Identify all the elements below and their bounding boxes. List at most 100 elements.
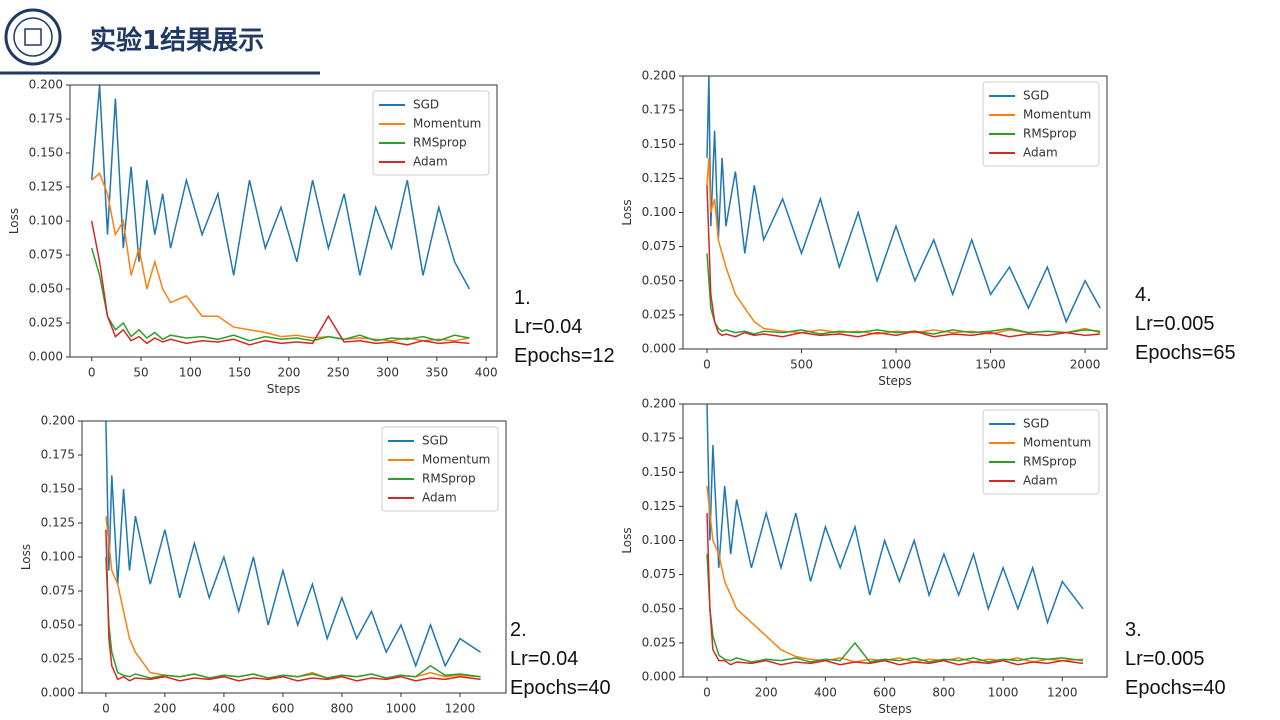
y-tick-label: 0.075 bbox=[41, 584, 75, 598]
legend-label: RMSprop bbox=[422, 472, 476, 486]
x-tick-label: 1200 bbox=[445, 702, 476, 716]
y-tick-label: 0.075 bbox=[29, 248, 63, 262]
y-tick-label: 0.200 bbox=[642, 69, 676, 83]
annotation: Lr=0.04 bbox=[514, 316, 582, 338]
y-tick-label: 0.050 bbox=[642, 601, 676, 615]
x-tick-label: 1500 bbox=[975, 358, 1006, 372]
loss-line bbox=[706, 403, 1084, 625]
x-axis-label: Steps bbox=[878, 374, 912, 388]
annotation: 3. bbox=[1125, 619, 1142, 641]
y-tick-label: 0.125 bbox=[29, 180, 63, 194]
x-tick-label: 400 bbox=[212, 702, 235, 716]
legend-label: Adam bbox=[1023, 474, 1058, 488]
loss-line bbox=[105, 556, 481, 679]
y-tick-label: 0.075 bbox=[642, 239, 676, 253]
y-tick-label: 0.000 bbox=[642, 670, 676, 684]
y-tick-label: 0.025 bbox=[41, 652, 75, 666]
y-tick-label: 0.125 bbox=[642, 171, 676, 185]
y-tick-label: 0.125 bbox=[41, 516, 75, 530]
loss-line bbox=[706, 485, 1084, 663]
legend-label: Momentum bbox=[422, 453, 490, 467]
y-tick-label: 0.200 bbox=[642, 397, 676, 411]
x-tick-label: 150 bbox=[228, 366, 251, 380]
x-tick-label: 200 bbox=[755, 686, 778, 700]
y-tick-label: 0.000 bbox=[41, 686, 75, 700]
y-tick-label: 0.100 bbox=[29, 214, 63, 228]
y-tick-label: 0.050 bbox=[29, 282, 63, 296]
x-tick-label: 50 bbox=[133, 366, 148, 380]
legend-box bbox=[982, 81, 1100, 167]
y-tick-label: 0.100 bbox=[41, 550, 75, 564]
y-tick-label: 0.125 bbox=[642, 499, 676, 513]
loss-line bbox=[706, 513, 1084, 666]
y-tick-label: 0.175 bbox=[29, 112, 63, 126]
x-tick-label: 0 bbox=[703, 686, 711, 700]
x-tick-label: 1000 bbox=[988, 686, 1019, 700]
legend-label: SGD bbox=[413, 98, 439, 112]
legend-label: SGD bbox=[1023, 89, 1049, 103]
y-tick-label: 0.025 bbox=[642, 635, 676, 649]
y-axis-label: Loss bbox=[620, 199, 634, 225]
legend-label: Adam bbox=[422, 491, 457, 505]
x-tick-label: 0 bbox=[102, 702, 110, 716]
annotation: Lr=0.005 bbox=[1135, 313, 1215, 335]
y-tick-label: 0.100 bbox=[642, 533, 676, 547]
legend-label: Momentum bbox=[413, 117, 481, 131]
x-tick-label: 100 bbox=[179, 366, 202, 380]
annotation: Epochs=40 bbox=[510, 677, 611, 699]
y-tick-label: 0.150 bbox=[29, 146, 63, 160]
x-tick-label: 2000 bbox=[1070, 358, 1101, 372]
y-tick-label: 0.150 bbox=[41, 482, 75, 496]
annotation: Lr=0.04 bbox=[510, 648, 578, 670]
loss-line bbox=[706, 157, 1101, 335]
legend-box bbox=[381, 426, 499, 512]
slide-title: 实验1结果展示 bbox=[90, 25, 264, 56]
plot-frame bbox=[69, 84, 498, 358]
x-tick-label: 0 bbox=[88, 366, 96, 380]
x-tick-label: 350 bbox=[425, 366, 448, 380]
annotation: 2. bbox=[510, 619, 527, 641]
x-tick-label: 0 bbox=[703, 358, 711, 372]
x-tick-label: 500 bbox=[790, 358, 813, 372]
y-tick-label: 0.000 bbox=[642, 342, 676, 356]
legend-box bbox=[982, 409, 1100, 495]
y-tick-label: 0.025 bbox=[29, 316, 63, 330]
y-tick-label: 0.150 bbox=[642, 137, 676, 151]
loss-line bbox=[706, 253, 1101, 335]
y-tick-label: 0.150 bbox=[642, 465, 676, 479]
y-tick-label: 0.175 bbox=[41, 448, 75, 462]
x-tick-label: 300 bbox=[376, 366, 399, 380]
y-tick-label: 0.175 bbox=[642, 103, 676, 117]
y-tick-label: 0.050 bbox=[41, 618, 75, 632]
x-tick-label: 600 bbox=[271, 702, 294, 716]
loss-line bbox=[706, 554, 1084, 663]
loss-line bbox=[90, 220, 470, 346]
loss-line bbox=[706, 75, 1101, 324]
plot-frame bbox=[81, 420, 507, 694]
y-axis-label: Loss bbox=[620, 527, 634, 553]
legend-label: SGD bbox=[422, 434, 448, 448]
loss-line bbox=[90, 247, 470, 342]
y-tick-label: 0.200 bbox=[29, 78, 63, 92]
legend-label: Adam bbox=[1023, 146, 1058, 160]
plot-frame bbox=[682, 75, 1108, 350]
legend-box bbox=[372, 90, 490, 176]
plot-frame bbox=[682, 403, 1108, 678]
x-tick-label: 600 bbox=[873, 686, 896, 700]
x-tick-label: 250 bbox=[327, 366, 350, 380]
annotation: 4. bbox=[1135, 284, 1152, 306]
loss-line bbox=[105, 420, 482, 669]
legend-label: RMSprop bbox=[413, 136, 467, 150]
x-tick-label: 1200 bbox=[1047, 686, 1078, 700]
logo bbox=[4, 8, 62, 66]
annotation: Epochs=40 bbox=[1125, 677, 1226, 699]
y-tick-label: 0.100 bbox=[642, 205, 676, 219]
x-tick-label: 200 bbox=[153, 702, 176, 716]
loss-line bbox=[105, 529, 481, 682]
loss-line bbox=[90, 84, 471, 290]
x-tick-label: 1000 bbox=[386, 702, 417, 716]
y-axis-label: Loss bbox=[7, 208, 21, 234]
y-tick-label: 0.175 bbox=[642, 431, 676, 445]
legend-label: Adam bbox=[413, 155, 448, 169]
